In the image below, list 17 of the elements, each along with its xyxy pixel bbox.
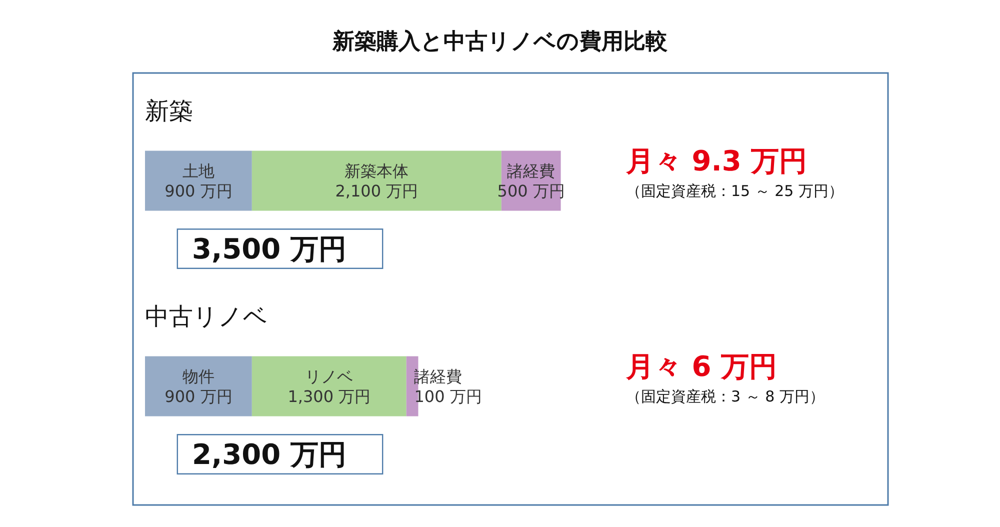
text: 月々 9.3 万円 — [625, 144, 808, 178]
text: （固定資産税：3 ～ 8 万円） — [626, 387, 824, 406]
text: （固定資産税：15 ～ 25 万円） — [626, 182, 844, 200]
bar — [145, 150, 252, 211]
y-tick-label: 新築 — [145, 96, 193, 125]
data-label: リノベ 1,300 万円 — [288, 366, 371, 406]
bar — [252, 356, 406, 416]
total-label: 3,500 万円 — [192, 232, 346, 266]
text: 新築購入と中古リノベの費用比較 — [332, 28, 668, 54]
data-label: 物件 900 万円 — [164, 366, 232, 406]
data-label: 新築本体 2,100 万円 — [335, 161, 418, 200]
data-label: 諸経費 100 万円 — [414, 366, 482, 406]
data-label: 土地 900 万円 — [164, 161, 232, 200]
total-label: 2,300 万円 — [192, 438, 346, 471]
y-tick-label: 中古リノベ — [145, 302, 268, 330]
text: 月々 6 万円 — [625, 350, 777, 383]
bar — [145, 356, 252, 416]
